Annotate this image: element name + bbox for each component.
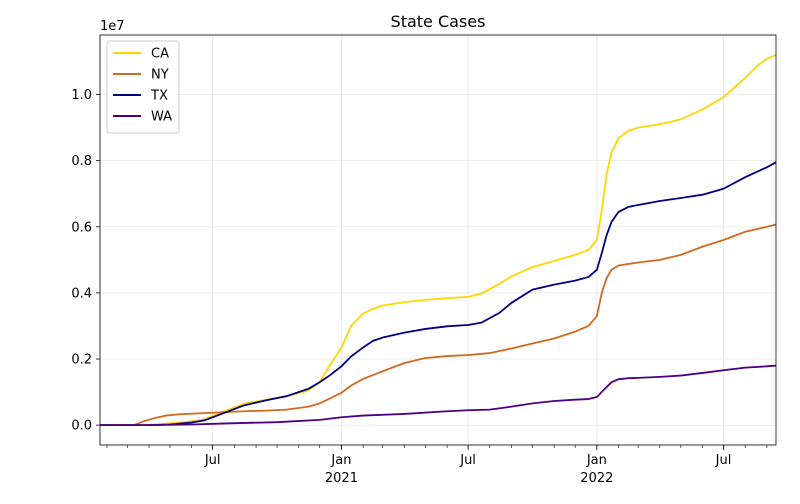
x-tick-year-label: 2022 — [580, 471, 613, 486]
plot-frame — [99, 34, 777, 446]
series-line-ny — [100, 223, 777, 427]
grid-layer — [100, 35, 776, 445]
legend: CA NY TX WA — [106, 40, 180, 134]
legend-label-tx: TX — [150, 89, 168, 104]
series-line-tx — [100, 161, 777, 427]
x-tick-year-label: 2021 — [325, 471, 358, 486]
y-tick-label: 0.6 — [71, 220, 92, 235]
axes-layer: 0.0 0.2 0.4 0.6 0.8 1.0 Jul Jan 2021 Jul Jan 2022 Ju… — [71, 88, 768, 486]
chart-title: State Cases — [391, 12, 486, 31]
x-tick-label: Jul — [715, 453, 732, 468]
series-line-ca — [100, 54, 777, 427]
y-tick-label: 0.4 — [71, 286, 92, 301]
x-tick-label: Jan — [330, 453, 351, 468]
y-offset-label: 1e7 — [100, 19, 125, 34]
lines-layer — [100, 54, 777, 427]
legend-label-ca: CA — [151, 47, 169, 62]
x-tick-label: Jan — [586, 453, 607, 468]
y-tick-label: 1.0 — [71, 88, 92, 103]
legend-box — [106, 40, 180, 134]
y-tick-label: 0.2 — [71, 353, 92, 368]
x-tick-label: Jul — [204, 453, 221, 468]
x-tick-label: Jul — [459, 453, 476, 468]
series-line-wa — [100, 364, 777, 427]
y-tick-label: 0.0 — [71, 419, 92, 434]
legend-label-ny: NY — [151, 68, 169, 83]
y-tick-label: 0.8 — [71, 154, 92, 169]
legend-label-wa: WA — [151, 110, 172, 125]
